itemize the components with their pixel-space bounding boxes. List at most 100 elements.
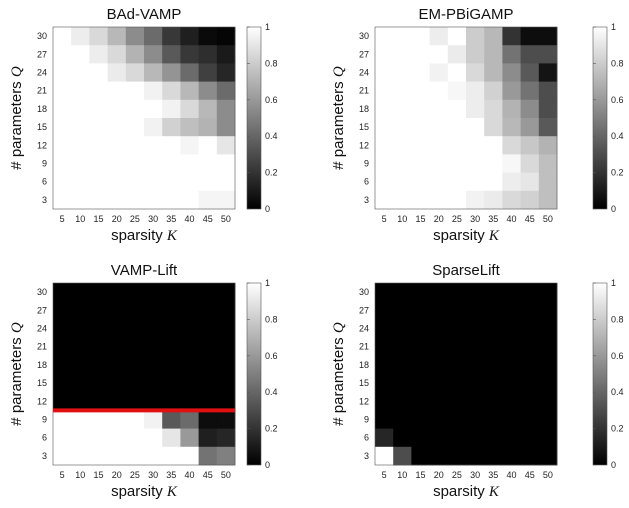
x-tick-label: 10 <box>75 470 85 480</box>
vamp-lift-cell <box>198 392 218 411</box>
y-tick-label: 18 <box>37 104 47 114</box>
em-pbigamp-cell <box>538 190 558 210</box>
vamp-lift-cell <box>107 301 127 320</box>
y-tick-label: 24 <box>37 324 47 334</box>
em-pbigamp-title: EM-PBiGAMP <box>418 6 513 23</box>
em-pbigamp-cell <box>520 81 540 101</box>
vamp-lift-cell <box>144 319 163 338</box>
sparselift-cell <box>484 374 503 393</box>
vamp-lift-cell <box>144 283 163 302</box>
x-tick-label: 35 <box>166 214 176 224</box>
colorbar-tick-label: 0.4 <box>611 387 624 397</box>
bad-vamp-cell <box>180 63 199 82</box>
vamp-lift-cell <box>107 410 127 429</box>
x-tick-label: 45 <box>525 470 535 480</box>
sparselift-cell <box>538 283 558 302</box>
vamp-lift-cell <box>125 355 145 375</box>
sparselift-cell <box>466 355 485 375</box>
sparselift-cell <box>411 428 430 448</box>
bad-vamp-cell <box>71 81 90 101</box>
vamp-lift-cell <box>71 446 90 466</box>
em-pbigamp-cell <box>520 99 540 119</box>
x-tick-label: 50 <box>221 470 231 480</box>
bad-vamp-cell <box>53 136 72 155</box>
y-tick-label: 24 <box>359 324 369 334</box>
bad-vamp-cell <box>71 172 90 192</box>
colorbar-tick-label: 0 <box>611 460 616 470</box>
em-pbigamp-cell <box>447 118 467 137</box>
em-pbigamp-cell <box>429 136 449 155</box>
x-tick-label: 40 <box>184 214 194 224</box>
em-pbigamp-cell <box>520 27 540 46</box>
em-pbigamp-cell <box>466 81 485 101</box>
em-pbigamp-cell <box>375 136 394 155</box>
em-pbigamp-cell <box>484 154 503 173</box>
vamp-lift-cell <box>89 283 108 302</box>
em-pbigamp-cell <box>429 45 449 64</box>
bad-vamp-cell <box>216 172 236 192</box>
em-pbigamp-cell <box>447 63 467 82</box>
em-pbigamp-cell <box>429 99 449 119</box>
em-pbigamp-cell <box>538 154 558 173</box>
bad-vamp-cell <box>125 45 145 64</box>
colorbar-tick-label: 1 <box>265 22 270 32</box>
em-pbigamp-cell <box>411 63 430 82</box>
colorbar-tick-label: 1 <box>611 278 616 288</box>
bad-vamp-cell <box>216 136 236 155</box>
bad-vamp-cell <box>144 190 163 210</box>
vamp-lift-cell <box>71 319 90 338</box>
sparselift-cell <box>447 301 467 320</box>
colorbar-tick-label: 0.2 <box>265 168 278 178</box>
sparselift-plot-frame <box>374 282 558 466</box>
vamp-lift-cell <box>198 428 218 448</box>
sparselift-cell <box>502 446 521 466</box>
vamp-lift-cell <box>180 319 199 338</box>
sparselift-cell <box>484 428 503 448</box>
sparselift-cell <box>375 374 394 393</box>
sparselift-cell <box>466 337 485 357</box>
bad-vamp-cell <box>162 190 181 210</box>
em-pbigamp-cell <box>375 45 394 64</box>
sparselift-cell <box>520 337 540 357</box>
sparselift-cell <box>502 301 521 320</box>
y-tick-label: 12 <box>37 396 47 406</box>
em-pbigamp-cell <box>393 45 412 64</box>
em-pbigamp-cell <box>393 99 412 119</box>
x-tick-label: 15 <box>415 214 425 224</box>
sparselift-cell <box>538 337 558 357</box>
sparselift-cell <box>411 337 430 357</box>
em-pbigamp-cell <box>429 118 449 137</box>
x-tick-label: 50 <box>543 214 553 224</box>
sparselift-cell <box>538 446 558 466</box>
sparselift-cell <box>393 410 412 429</box>
bad-vamp-cell <box>180 99 199 119</box>
vamp-lift-cell <box>71 337 90 357</box>
bad-vamp-cell <box>198 81 218 101</box>
sparselift-colorbar <box>592 282 608 466</box>
sparselift-cell <box>375 428 394 448</box>
vamp-lift-cell <box>53 392 72 411</box>
em-pbigamp-plot-frame <box>374 26 558 210</box>
sparselift-cell <box>520 301 540 320</box>
y-tick-label: 3 <box>364 451 369 461</box>
vamp-lift-cell <box>198 337 218 357</box>
em-pbigamp-cell <box>447 172 467 192</box>
colorbar-tick-label: 0.8 <box>611 314 624 324</box>
bad-vamp-cell <box>89 154 108 173</box>
sparselift-cell <box>502 283 521 302</box>
bad-vamp-cell <box>216 45 236 64</box>
em-pbigamp-cell <box>375 81 394 101</box>
vamp-lift-cell <box>125 337 145 357</box>
em-pbigamp-cell <box>466 99 485 119</box>
y-tick-label: 30 <box>37 31 47 41</box>
vamp-lift-cell <box>144 374 163 393</box>
sparselift-cell <box>484 392 503 411</box>
sparselift-cell <box>484 410 503 429</box>
bad-vamp-cell <box>180 172 199 192</box>
colorbar-tick-label: 0.8 <box>265 58 278 68</box>
em-pbigamp-cell <box>538 81 558 101</box>
em-pbigamp-cell <box>447 136 467 155</box>
sparselift-cell <box>538 410 558 429</box>
colorbar-tick-label: 0.4 <box>265 387 278 397</box>
x-tick-label: 25 <box>130 214 140 224</box>
